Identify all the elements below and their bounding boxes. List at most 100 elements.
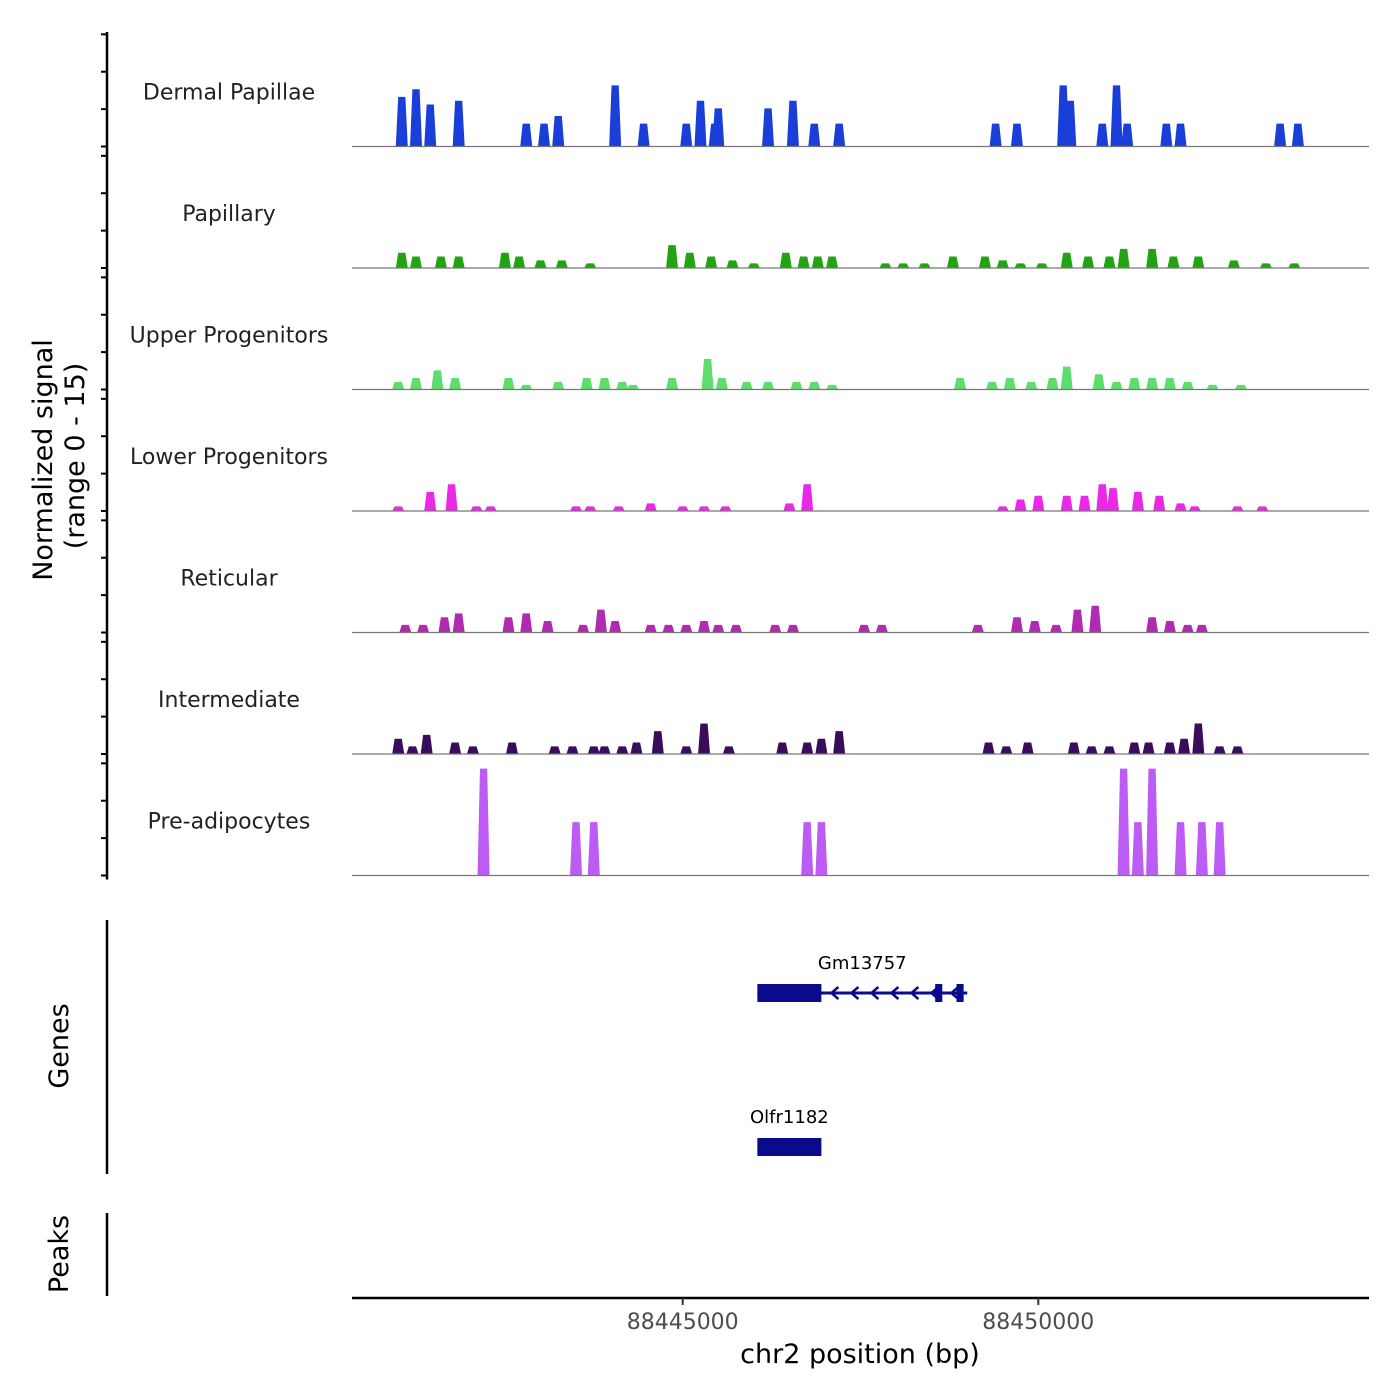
signal-peak (466, 746, 479, 754)
gene-gm13757: Gm13757 (757, 953, 968, 1002)
signal-peak (552, 381, 565, 390)
track-label: Dermal Papillae (143, 81, 315, 106)
signal-peak (762, 381, 775, 390)
signal-peak (1010, 123, 1023, 147)
signal-peak (701, 358, 714, 390)
signal-peak (1192, 723, 1205, 754)
signal-peak (1082, 256, 1095, 268)
gene-exon (935, 984, 943, 1002)
signal-peak (1291, 123, 1304, 147)
signal-peak (1227, 260, 1240, 268)
signal-peak (680, 746, 693, 754)
signal-peak (666, 378, 679, 390)
strand-arrow (849, 986, 860, 1000)
signal-peak (986, 381, 999, 390)
signal-peak (1085, 746, 1098, 754)
signal-peak (424, 104, 437, 147)
strand-arrow (829, 986, 840, 1000)
track-label: Papillary (182, 202, 276, 227)
signal-peak (1032, 495, 1045, 511)
signal-peak (1025, 381, 1038, 390)
signal-peak (449, 742, 462, 754)
signal-peak (779, 252, 792, 268)
signal-peak (452, 256, 465, 268)
signal-peak (1096, 123, 1109, 147)
gene-label: Gm13757 (818, 953, 907, 974)
signal-peak (786, 624, 799, 633)
track-label: Lower Progenitors (130, 445, 328, 470)
signal-peak (1060, 252, 1073, 268)
signal-peak (584, 506, 597, 511)
signal-peak (815, 738, 828, 754)
signal-peak (616, 746, 629, 754)
signal-peak (449, 378, 462, 390)
signal-peak (541, 621, 554, 633)
signal-peak (1274, 123, 1287, 147)
track-intermediate: Intermediate (158, 688, 1369, 755)
signal-peak (918, 263, 931, 268)
signal-peak (506, 742, 519, 754)
signal-peak (1163, 621, 1176, 633)
signal-peak (1146, 617, 1159, 633)
signal-peak (577, 624, 590, 633)
track-upper-progenitors: Upper Progenitors (130, 324, 1369, 391)
signal-peak (808, 381, 821, 390)
peaks-label: Peaks (44, 1215, 75, 1293)
signal-peak (1117, 768, 1130, 876)
track-label: Upper Progenitors (130, 324, 329, 349)
genes-label: Genes (44, 1003, 75, 1088)
signal-peak (996, 260, 1009, 268)
signal-peak (1089, 605, 1102, 633)
signal-peak (612, 506, 625, 511)
signal-peak (1195, 624, 1208, 633)
signal-peak (1003, 378, 1016, 390)
signal-peak (587, 822, 600, 876)
signal-peak (587, 746, 600, 754)
signal-peak (538, 123, 551, 147)
signal-peak (395, 252, 408, 268)
signal-peak (730, 624, 743, 633)
signal-peak (616, 381, 629, 390)
signal-peak (879, 263, 892, 268)
signal-peak (712, 624, 725, 633)
signal-peak (502, 617, 515, 633)
signal-peak (584, 263, 597, 268)
signal-peak (971, 624, 984, 633)
signal-peak (1060, 495, 1073, 511)
signal-peak (392, 506, 405, 511)
track-dermal-papillae: Dermal Papillae (143, 81, 1369, 148)
signal-peak (644, 624, 657, 633)
signal-peak (897, 263, 910, 268)
signal-peak (520, 384, 533, 390)
signal-peak (594, 609, 607, 633)
signal-peak (477, 768, 490, 876)
strand-arrow (949, 986, 960, 1000)
gene-exon (757, 1138, 822, 1156)
track-pre-adipocytes: Pre-adipocytes (148, 768, 1369, 877)
track-label: Intermediate (158, 688, 300, 713)
signal-peak (1092, 374, 1105, 390)
signal-peak (513, 256, 526, 268)
signal-peak (1213, 822, 1226, 876)
signal-peak (502, 378, 515, 390)
signal-peak (946, 256, 959, 268)
coverage-panel: Dermal Papillae Papillary Upper Progenitor… (130, 81, 1369, 877)
signal-peak (676, 506, 689, 511)
signal-peak (1078, 495, 1091, 511)
track-label: Pre-adipocytes (148, 810, 311, 835)
signal-peak (1163, 378, 1176, 390)
signal-peak (1163, 742, 1176, 754)
signal-peak (1110, 85, 1123, 147)
signal-peak (410, 256, 423, 268)
signal-peak (722, 746, 735, 754)
signal-peak (680, 123, 693, 147)
signal-peak (1131, 491, 1144, 511)
signal-peak (1192, 256, 1205, 268)
coverage-y-axis (101, 32, 109, 880)
signal-peak (1142, 742, 1155, 754)
signal-peak (776, 742, 789, 754)
signal-peak (410, 378, 423, 390)
signal-peak (570, 506, 583, 511)
gene-label: Olfr1182 (750, 1107, 829, 1128)
signal-peak (1153, 495, 1166, 511)
